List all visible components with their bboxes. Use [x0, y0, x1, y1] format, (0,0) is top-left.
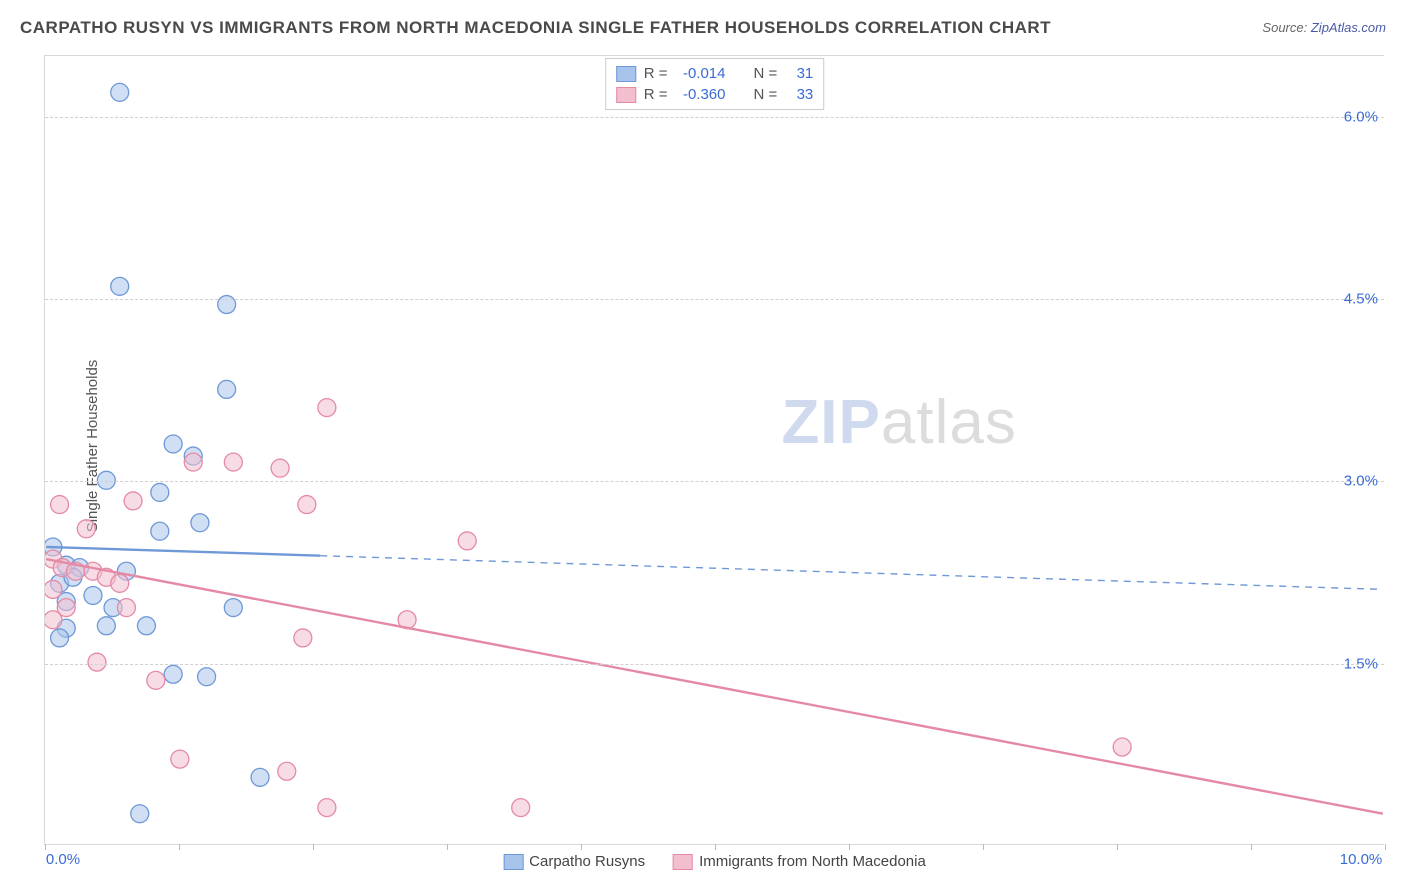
legend-label: Carpatho Rusyns [529, 853, 645, 870]
x-tick [313, 844, 314, 850]
data-point [298, 496, 316, 514]
data-point [51, 629, 69, 647]
plot-area: ZIPatlas 1.5%3.0%4.5%6.0% 0.0%10.0% R =-… [44, 55, 1384, 845]
n-value: 33 [785, 86, 813, 103]
stats-legend: R = -0.014 N = 31 R = -0.360 N = 33 [605, 58, 825, 110]
data-point [124, 492, 142, 510]
r-value: -0.014 [676, 65, 726, 82]
data-point [171, 750, 189, 768]
data-point [164, 435, 182, 453]
data-point [224, 453, 242, 471]
gridline [45, 299, 1384, 300]
data-point [111, 277, 129, 295]
data-point [151, 483, 169, 501]
data-point [97, 617, 115, 635]
n-label: N = [754, 86, 778, 103]
x-tick [849, 844, 850, 850]
data-point [294, 629, 312, 647]
x-tick-minor [447, 844, 448, 850]
r-value: -0.360 [676, 86, 726, 103]
series-legend: Carpatho Rusyns Immigrants from North Mac… [503, 853, 926, 870]
legend-item: Immigrants from North Macedonia [673, 853, 926, 870]
data-point [184, 453, 202, 471]
y-tick-label: 3.0% [1344, 473, 1378, 490]
y-tick-label: 6.0% [1344, 108, 1378, 125]
data-point [131, 805, 149, 823]
data-point [251, 768, 269, 786]
legend-swatch [616, 66, 636, 82]
data-point [271, 459, 289, 477]
data-point [512, 799, 530, 817]
gridline [45, 117, 1384, 118]
data-point [97, 471, 115, 489]
x-tick [1385, 844, 1386, 850]
y-tick-label: 1.5% [1344, 655, 1378, 672]
legend-swatch [673, 854, 693, 870]
data-point [458, 532, 476, 550]
gridline [45, 664, 1384, 665]
legend-swatch [503, 854, 523, 870]
r-label: R = [644, 65, 668, 82]
data-point [191, 514, 209, 532]
y-tick-label: 4.5% [1344, 291, 1378, 308]
x-tick-label: 10.0% [1340, 851, 1383, 868]
r-label: R = [644, 86, 668, 103]
data-point [137, 617, 155, 635]
legend-item: Carpatho Rusyns [503, 853, 645, 870]
x-tick [1117, 844, 1118, 850]
x-tick-minor [1251, 844, 1252, 850]
scatter-plot [45, 56, 1384, 844]
data-point [218, 380, 236, 398]
data-point [318, 399, 336, 417]
n-value: 31 [785, 65, 813, 82]
legend-swatch [616, 87, 636, 103]
n-label: N = [754, 65, 778, 82]
trend-line [46, 559, 1383, 814]
data-point [164, 665, 182, 683]
x-tick-minor [983, 844, 984, 850]
data-point [111, 574, 129, 592]
data-point [111, 83, 129, 101]
stats-row: R = -0.360 N = 33 [616, 84, 814, 105]
chart-title: CARPATHO RUSYN VS IMMIGRANTS FROM NORTH … [20, 18, 1051, 37]
data-point [278, 762, 296, 780]
data-point [45, 611, 62, 629]
stats-row: R = -0.014 N = 31 [616, 63, 814, 84]
data-point [318, 799, 336, 817]
source-link[interactable]: ZipAtlas.com [1311, 20, 1386, 35]
legend-label: Immigrants from North Macedonia [699, 853, 926, 870]
trend-line-extrapolated [320, 556, 1383, 590]
gridline [45, 481, 1384, 482]
x-tick-minor [715, 844, 716, 850]
x-tick [581, 844, 582, 850]
data-point [198, 668, 216, 686]
data-point [151, 522, 169, 540]
data-point [84, 586, 102, 604]
x-tick [45, 844, 46, 850]
data-point [45, 580, 62, 598]
data-point [117, 599, 135, 617]
data-point [1113, 738, 1131, 756]
x-tick-label: 0.0% [46, 851, 80, 868]
data-point [51, 496, 69, 514]
data-point [77, 520, 95, 538]
data-point [224, 599, 242, 617]
data-point [88, 653, 106, 671]
trend-line [46, 547, 320, 556]
data-point [147, 671, 165, 689]
x-tick-minor [179, 844, 180, 850]
source-attribution: Source: ZipAtlas.com [1262, 20, 1386, 35]
